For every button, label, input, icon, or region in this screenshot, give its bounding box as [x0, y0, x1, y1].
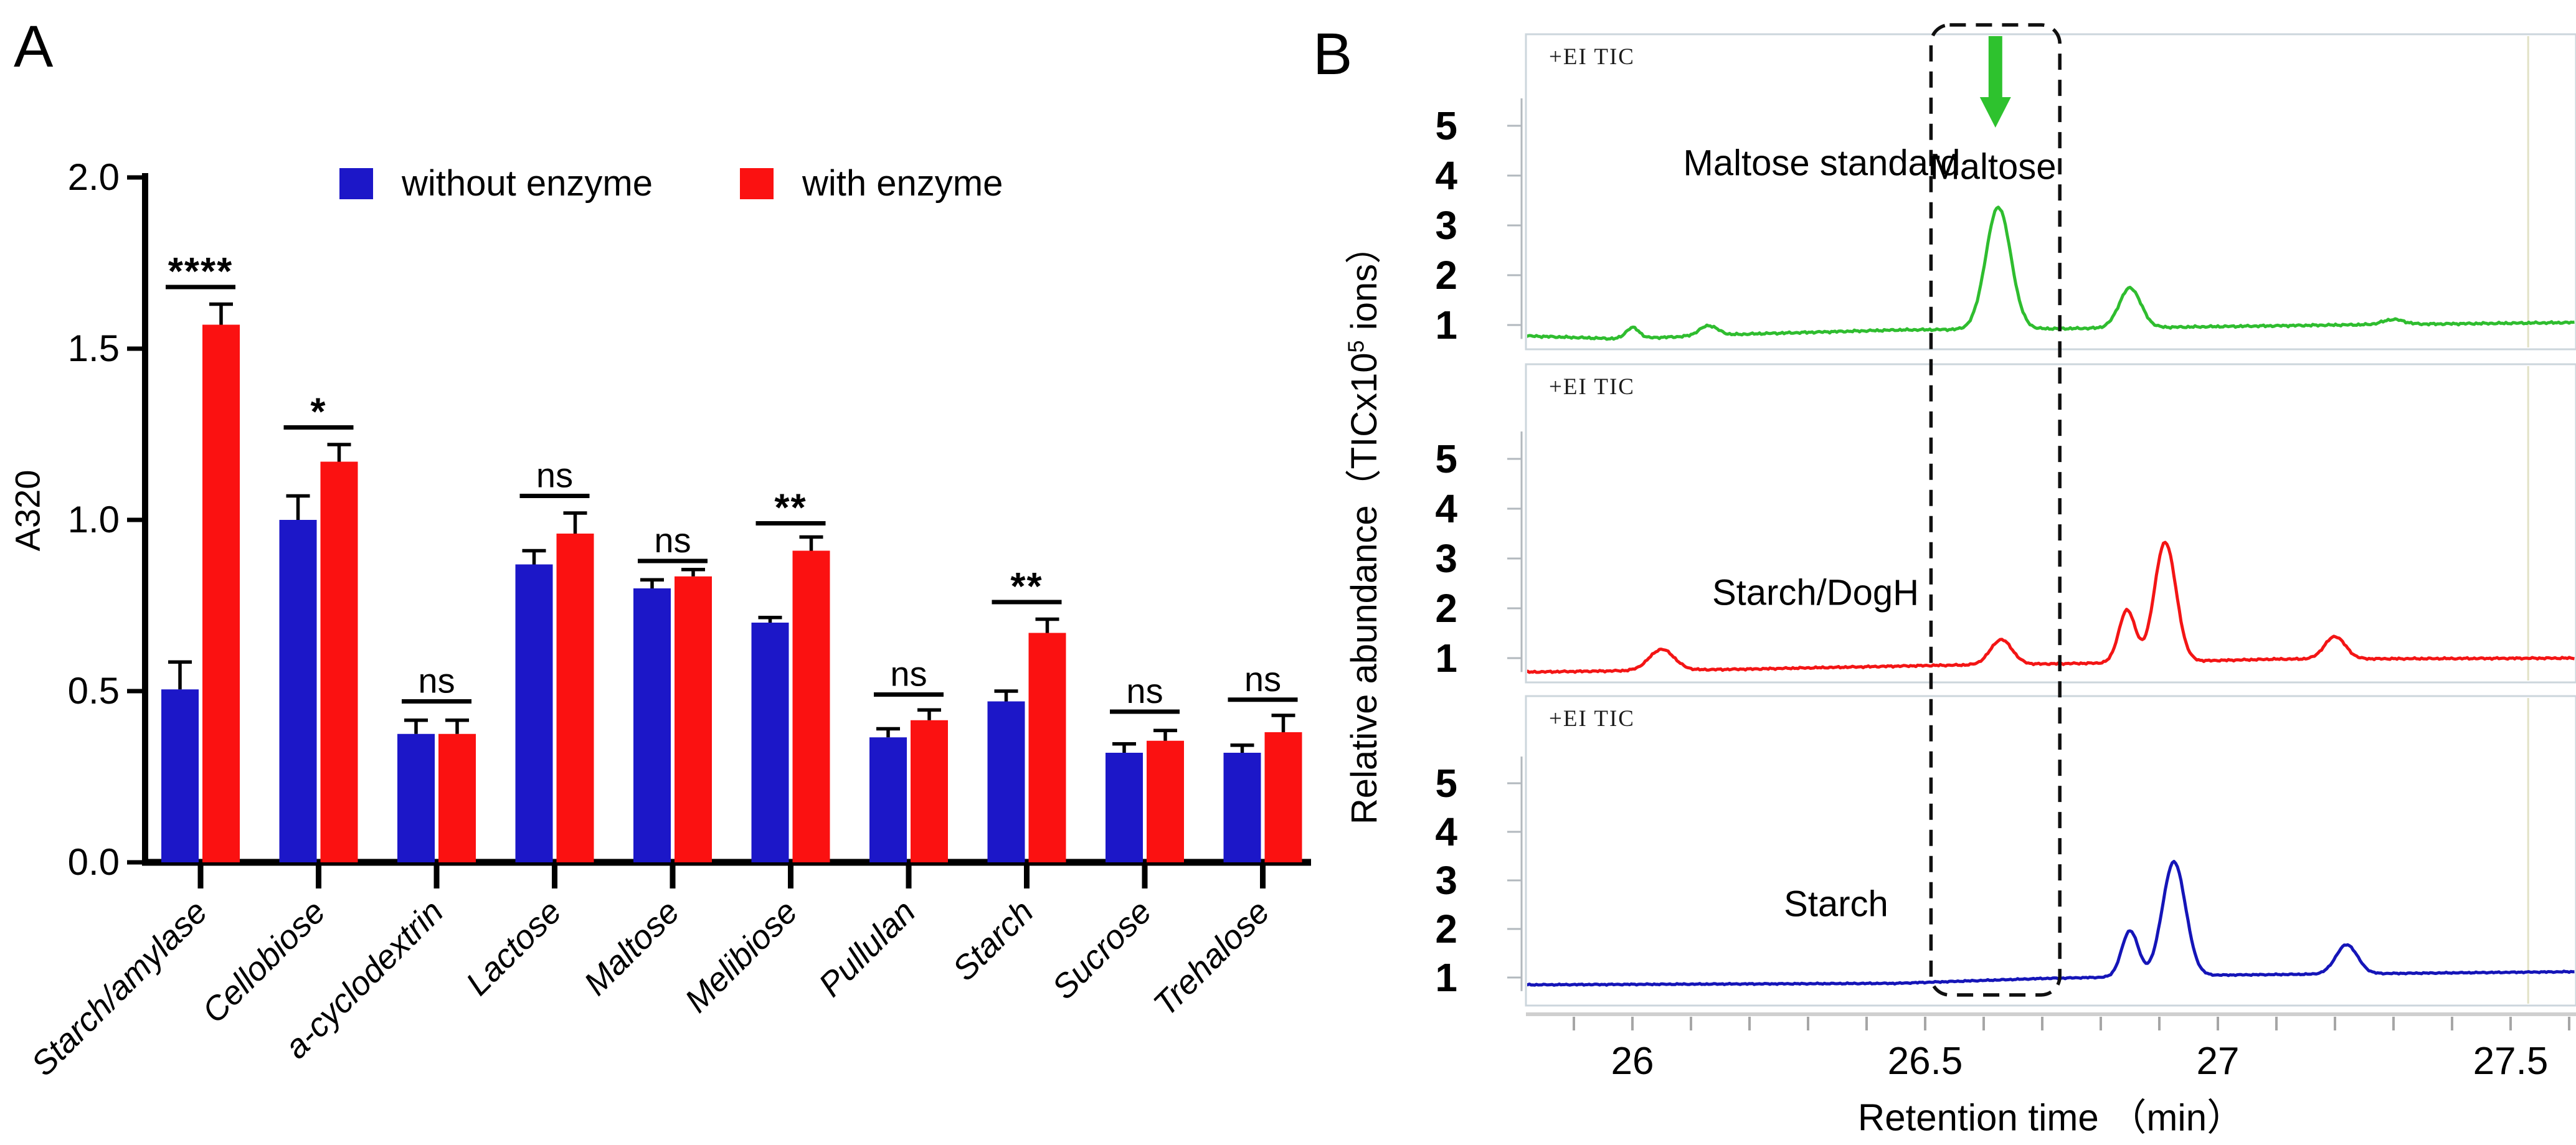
- a-y-tick-label: 0.0: [68, 841, 120, 883]
- legend-label-without-enzyme: without enzyme: [402, 163, 653, 204]
- a-bar-blue: [279, 520, 317, 862]
- a-category-label: Melibiose: [678, 893, 805, 1020]
- a-bar-red: [320, 461, 358, 862]
- b-subplot-frame: [1525, 363, 2576, 684]
- a-bar-red: [1147, 740, 1184, 862]
- a-bar-red: [675, 576, 712, 862]
- a-bar-red: [556, 534, 594, 862]
- a-sig-ns: ns: [654, 521, 691, 560]
- b-y-tick-label: 5: [1435, 761, 1457, 806]
- panel-b-y-axis-title-sup: 5: [1343, 340, 1369, 353]
- a-sig-ns: ns: [1244, 659, 1281, 699]
- a-category-label: Pullulan: [812, 893, 922, 1004]
- panel-b-x-axis-title: Retention time （min）: [1857, 1096, 2245, 1139]
- a-bar-red: [1028, 633, 1066, 862]
- b-y-tick-label: 2: [1435, 253, 1457, 298]
- a-sig-ns: ns: [1126, 671, 1163, 710]
- a-sig-stars: **: [774, 487, 807, 530]
- a-y-tick-label: 1.5: [68, 327, 120, 369]
- b-y-tick-label: 4: [1435, 486, 1457, 531]
- b-x-tick-label: 26.5: [1888, 1040, 1963, 1083]
- b-y-tick-label: 1: [1435, 955, 1457, 1000]
- a-category-label: Trehalose: [1147, 893, 1277, 1023]
- a-bar-blue: [633, 588, 671, 862]
- a-bar-blue: [751, 623, 789, 862]
- b-y-tick-label: 3: [1435, 858, 1457, 903]
- legend-label-with-enzyme: with enzyme: [802, 163, 1003, 204]
- b-trace-starch: [1527, 860, 2575, 987]
- b-y-tick-label: 4: [1435, 153, 1457, 198]
- a-bar-blue: [987, 701, 1025, 862]
- legend-swatch-blue: [339, 168, 373, 199]
- trace-label-maltose-standard: Maltose standard: [1683, 143, 1961, 184]
- b-green-arrow-head: [1979, 97, 2011, 128]
- a-y-tick-label: 2.0: [68, 156, 120, 198]
- a-sig-stars: ****: [168, 250, 234, 293]
- panel-a-label: A: [14, 14, 54, 80]
- trace-label-starch-dogh: Starch/DogH: [1712, 572, 1920, 613]
- a-category-label: Starch/amylase: [24, 893, 215, 1083]
- a-sig-stars: *: [310, 391, 326, 434]
- a-sig-stars: **: [1010, 565, 1043, 608]
- b-green-arrow-shaft: [1988, 36, 2002, 98]
- b-y-tick-label: 1: [1435, 636, 1457, 681]
- a-bar-blue: [1106, 753, 1143, 862]
- b-x-tick-label: 27: [2197, 1040, 2240, 1083]
- b-y-tick-label: 3: [1435, 203, 1457, 248]
- a-bar-blue: [1223, 753, 1261, 862]
- b-y-tick-label: 5: [1435, 436, 1457, 481]
- a-y-tick-label: 1.0: [68, 499, 120, 540]
- a-category-label: Starch: [945, 893, 1041, 988]
- legend-swatch-red: [740, 168, 774, 199]
- a-sig-ns: ns: [536, 456, 573, 495]
- a-bar-blue: [161, 689, 199, 862]
- panel-b-y-axis-title: Relative abundance（TICx105 ions）: [1335, 228, 1387, 824]
- b-x-axis-band: [1526, 1012, 2576, 1016]
- a-category-label: Sucrose: [1045, 893, 1159, 1007]
- a-bar-red: [792, 550, 830, 862]
- b-trace-starch-dogh: [1527, 540, 2575, 674]
- b-y-tick-label: 5: [1435, 103, 1457, 148]
- subplot2-ei-tic-tag: +EI TIC: [1549, 374, 1635, 400]
- subplot1-ei-tic-tag: +EI TIC: [1549, 44, 1635, 70]
- trace-label-starch: Starch: [1784, 883, 1888, 925]
- legend-item-with-enzyme: with enzyme: [740, 164, 1003, 203]
- a-bar-red: [911, 720, 948, 862]
- a-bar-blue: [515, 564, 553, 862]
- b-subplot-frame: [1525, 695, 2576, 1007]
- panel-a-y-axis-title: A320: [7, 469, 47, 552]
- b-x-tick-label: 27.5: [2473, 1040, 2549, 1083]
- maltose-peak-annotation: Maltose: [1930, 146, 2057, 187]
- a-bar-blue: [397, 733, 435, 862]
- a-sig-ns: ns: [890, 654, 927, 694]
- panel-b-y-axis-title-text: Relative abundance（TICx10: [1344, 352, 1385, 825]
- b-subplot-frame: [1525, 33, 2576, 351]
- panel-b-label: B: [1313, 21, 1353, 87]
- a-bar-red: [1264, 732, 1302, 862]
- a-bar-red: [438, 733, 476, 862]
- panel-b-y-axis-title-suffix: ions）: [1344, 227, 1385, 341]
- a-y-tick-label: 0.5: [68, 670, 120, 712]
- b-x-tick-label: 26: [1611, 1040, 1654, 1083]
- b-y-tick-label: 1: [1435, 303, 1457, 347]
- legend-item-without-enzyme: without enzyme: [339, 164, 653, 203]
- a-sig-ns: ns: [418, 661, 455, 700]
- b-y-tick-label: 3: [1435, 536, 1457, 581]
- b-y-tick-label: 4: [1435, 809, 1457, 854]
- b-y-tick-label: 2: [1435, 586, 1457, 631]
- a-category-label: Lactose: [459, 893, 569, 1002]
- b-y-tick-label: 2: [1435, 907, 1457, 951]
- subplot3-ei-tic-tag: +EI TIC: [1549, 706, 1635, 732]
- a-bar-blue: [869, 737, 907, 862]
- b-trace-maltose-standard: [1527, 205, 2575, 341]
- b-dashed-highlight-box: [1929, 23, 2062, 997]
- a-category-label: Maltose: [577, 893, 686, 1002]
- a-bar-red: [202, 324, 240, 862]
